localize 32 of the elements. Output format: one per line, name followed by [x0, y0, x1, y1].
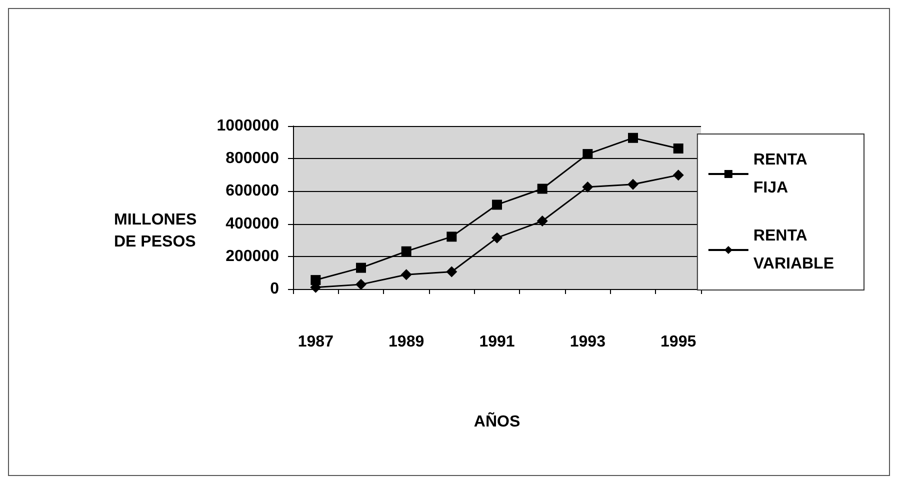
y-tick-label: 800000 — [226, 150, 280, 168]
point — [537, 184, 548, 194]
point — [492, 200, 502, 210]
x-tick-label: 1991 — [479, 334, 515, 350]
point — [492, 232, 502, 244]
y-axis-title: MILLONES DE PESOS — [114, 212, 197, 250]
point — [356, 262, 366, 273]
point — [400, 269, 412, 280]
point — [446, 266, 458, 278]
x-axis-title: AÑOS — [474, 412, 520, 430]
point — [536, 216, 548, 227]
y-tick-label: 1000000 — [216, 118, 280, 134]
legend-label: RENTA FIJA — [753, 152, 808, 196]
legend-label: RENTA VARIABLE — [753, 228, 834, 272]
x-tick-label: 1989 — [388, 334, 424, 350]
y-tick-label: 400000 — [226, 215, 280, 232]
point — [310, 275, 321, 286]
y-tick-label: 200000 — [226, 248, 280, 265]
point — [672, 170, 684, 181]
y-tick-label: 0 — [270, 280, 280, 298]
point — [628, 132, 638, 143]
point — [356, 278, 366, 290]
x-tick-label: 1993 — [570, 334, 606, 350]
point — [582, 181, 594, 192]
point — [401, 246, 412, 256]
x-tick-label: 1995 — [660, 334, 696, 350]
point — [582, 149, 593, 160]
point — [673, 143, 684, 154]
y-tick-label: 600000 — [226, 182, 280, 200]
point — [628, 178, 638, 190]
point — [446, 232, 457, 242]
x-tick-label: 1987 — [298, 334, 334, 350]
